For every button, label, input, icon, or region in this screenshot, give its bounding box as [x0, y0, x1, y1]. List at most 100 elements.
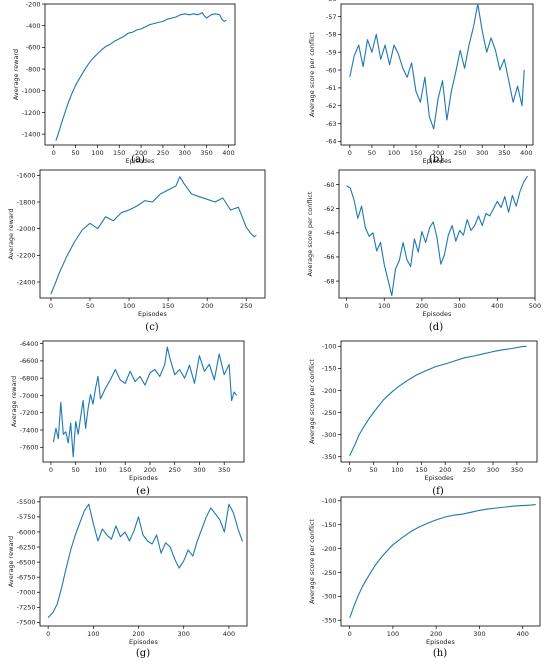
x-tick-label: 200	[439, 466, 451, 474]
y-tick-label: -56	[326, 0, 337, 3]
x-tick-label: 250	[240, 302, 252, 310]
x-tick-label: 300	[453, 302, 465, 310]
x-tick-label: 0	[49, 302, 53, 310]
x-tick-label: 0	[49, 466, 53, 474]
y-tick-label: -66	[324, 253, 335, 261]
y-tick-label: -61	[326, 84, 337, 92]
x-tick-label: 200	[201, 302, 213, 310]
panel-label: (b)	[429, 154, 443, 165]
series-line	[349, 345, 527, 457]
y-tick-label: -6750	[17, 573, 36, 581]
y-tick-label: -250	[322, 569, 337, 577]
y-tick-label: -2000	[17, 225, 36, 233]
x-tick-label: 250	[454, 149, 466, 157]
axes-frame	[42, 340, 245, 463]
y-tick-label: -5500	[17, 498, 36, 506]
series-line	[349, 504, 536, 619]
y-tick-label: -300	[322, 431, 337, 439]
x-tick-label: 400	[516, 630, 528, 638]
x-tick-label: 100	[388, 149, 400, 157]
x-tick-label: 150	[162, 302, 174, 310]
chart-panel-6: 0 50 100 150 200 250 300 350 -350 -300 -250 -200 -15…	[308, 340, 538, 497]
x-tick-label: 100	[391, 466, 403, 474]
x-axis-label: Episodes	[138, 310, 168, 318]
y-tick-label: -60	[324, 181, 335, 189]
y-tick-label: -200	[26, 0, 41, 8]
y-axis-label: Average score per conflict	[308, 519, 316, 604]
y-axis-label: Average reward	[10, 376, 18, 427]
y-tick-label: -250	[322, 409, 337, 417]
x-tick-label: 250	[157, 149, 169, 157]
y-tick-label: -100	[322, 343, 337, 351]
x-tick-label: 50	[86, 302, 94, 310]
x-tick-label: 350	[218, 466, 230, 474]
y-tick-label: -7000	[17, 589, 36, 597]
y-axis-label: Average reward	[7, 208, 15, 259]
x-tick-label: 350	[511, 466, 523, 474]
panel-label: (d)	[429, 322, 443, 333]
x-tick-label: 200	[430, 630, 442, 638]
x-tick-label: 400	[222, 149, 234, 157]
x-axis-label: Episodes	[423, 157, 453, 165]
y-axis-label: Average score per conflict	[306, 191, 314, 276]
y-tick-label: -7250	[17, 604, 36, 612]
axes-frame	[44, 3, 236, 146]
y-tick-label: -1800	[17, 198, 36, 206]
x-tick-label: 0	[348, 630, 352, 638]
y-tick-label: -300	[322, 593, 337, 601]
y-axis-label: Average reward	[7, 536, 15, 587]
y-axis-label: Average reward	[12, 49, 20, 100]
panel-label: (c)	[145, 322, 159, 333]
y-tick-label: -6000	[17, 528, 36, 536]
y-tick-label: -350	[322, 617, 337, 625]
y-axis-label: Average score per conflict	[308, 32, 316, 117]
chart-panel-1: 0 50 100 150 200 250 300 350 400 -1400 -1200 -1000 -…	[12, 0, 236, 165]
x-tick-label: 200	[132, 630, 144, 638]
y-tick-label: -6800	[20, 374, 39, 382]
y-tick-label: -400	[26, 22, 41, 30]
axes-frame	[338, 169, 536, 299]
x-tick-label: 300	[193, 466, 205, 474]
y-tick-label: -59	[326, 48, 337, 56]
x-tick-label: 250	[168, 466, 180, 474]
y-tick-label: -150	[322, 521, 337, 529]
y-tick-label: -58	[326, 31, 337, 39]
x-tick-label: 400	[223, 630, 235, 638]
x-tick-label: 400	[491, 302, 503, 310]
x-tick-label: 200	[135, 149, 147, 157]
x-tick-label: 50	[72, 466, 80, 474]
y-tick-label: -7000	[20, 392, 39, 400]
x-tick-label: 300	[473, 630, 485, 638]
x-tick-label: 100	[87, 630, 99, 638]
x-tick-label: 250	[463, 466, 475, 474]
panel-label: (a)	[131, 154, 145, 165]
y-tick-label: -62	[326, 102, 337, 110]
y-tick-label: -100	[322, 497, 337, 505]
x-tick-label: 350	[200, 149, 212, 157]
x-tick-label: 200	[432, 149, 444, 157]
x-tick-label: 500	[529, 302, 541, 310]
y-tick-label: -68	[324, 277, 335, 285]
x-tick-label: 150	[113, 149, 125, 157]
axes-frame	[39, 496, 248, 627]
y-tick-label: -1000	[22, 87, 41, 95]
x-tick-label: 100	[387, 630, 399, 638]
y-tick-label: -63	[326, 120, 337, 128]
chart-panel-2: 0 50 100 150 200 250 300 350 400 -64 -63 -62 -61 -60 -…	[308, 0, 534, 165]
y-tick-label: -800	[26, 65, 41, 73]
x-axis-label: Episodes	[426, 638, 456, 646]
y-tick-label: -200	[322, 387, 337, 395]
x-tick-label: 300	[476, 149, 488, 157]
y-tick-label: -200	[322, 545, 337, 553]
panel-label: (f)	[432, 486, 444, 497]
x-tick-label: 300	[178, 630, 190, 638]
y-tick-label: -6250	[17, 543, 36, 551]
x-tick-label: 300	[487, 466, 499, 474]
x-axis-label: Episodes	[423, 310, 453, 318]
axes-frame	[340, 3, 534, 146]
y-tick-label: -57	[326, 13, 337, 21]
series-line	[47, 503, 244, 618]
y-tick-label: -150	[322, 365, 337, 373]
y-tick-label: -64	[326, 138, 337, 146]
